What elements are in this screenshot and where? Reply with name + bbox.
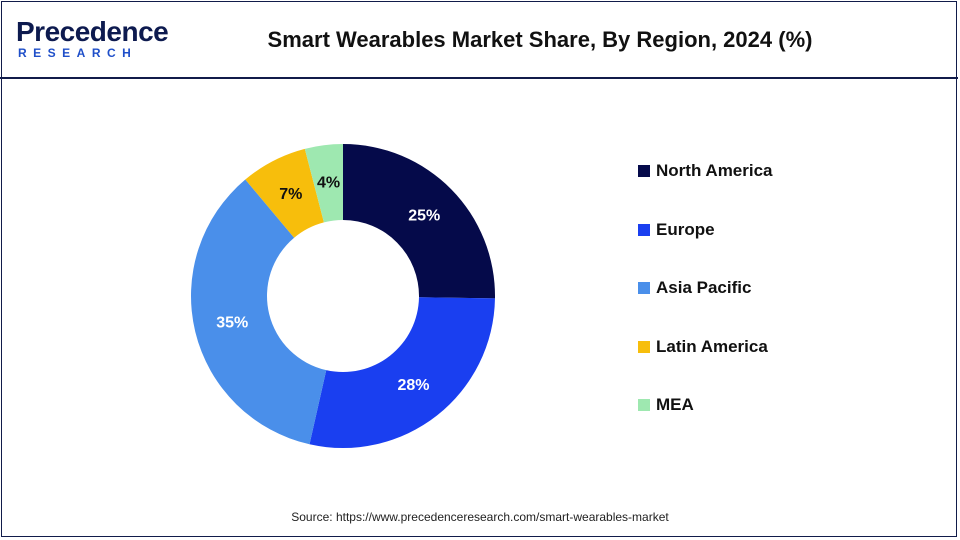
- donut-slice-north-america: [343, 144, 496, 299]
- legend-swatch: [638, 399, 650, 411]
- chart-title: Smart Wearables Market Share, By Region,…: [267, 27, 813, 52]
- legend-label: North America: [656, 161, 773, 180]
- logo-subtitle: RESEARCH: [18, 46, 138, 60]
- donut-slices: [190, 144, 496, 448]
- donut-slice-mea: [304, 144, 343, 223]
- legend-swatch: [638, 340, 650, 353]
- legend-item: Asia Pacific: [638, 277, 751, 299]
- donut-slice-asia-pacific: [190, 179, 327, 445]
- legend-swatch: [638, 165, 650, 177]
- legend-label: MEA: [656, 395, 694, 414]
- legend-item: MEA: [638, 394, 694, 416]
- legend-item: North America: [638, 160, 773, 182]
- slice-value-label: 7%: [279, 186, 302, 203]
- brand-logo: Precedence RESEARCH: [16, 18, 169, 60]
- slice-value-label: 35%: [216, 314, 248, 331]
- header-bar: Precedence RESEARCH Smart Wearables Mark…: [0, 0, 958, 79]
- slice-value-label: 28%: [397, 377, 429, 394]
- slice-value-label: 4%: [317, 174, 340, 191]
- logo-wordmark: Precedence: [16, 16, 169, 47]
- legend-label: Asia Pacific: [656, 278, 752, 297]
- legend-swatch: [638, 223, 650, 236]
- slice-value-label: 25%: [408, 208, 440, 225]
- legend-swatch: [638, 282, 650, 294]
- legend-label: Europe: [656, 219, 715, 239]
- source-note: Source: https://www.precedenceresearch.c…: [291, 510, 669, 524]
- legend-label: Latin America: [656, 336, 768, 356]
- donut-slice-europe: [309, 297, 495, 448]
- legend-item: Latin America: [638, 336, 768, 358]
- donut-slice-latin-america: [245, 148, 324, 238]
- legend-item: Europe: [638, 219, 715, 241]
- donut-slice-labels: 25% 28% 35% 7% 4%: [216, 174, 440, 394]
